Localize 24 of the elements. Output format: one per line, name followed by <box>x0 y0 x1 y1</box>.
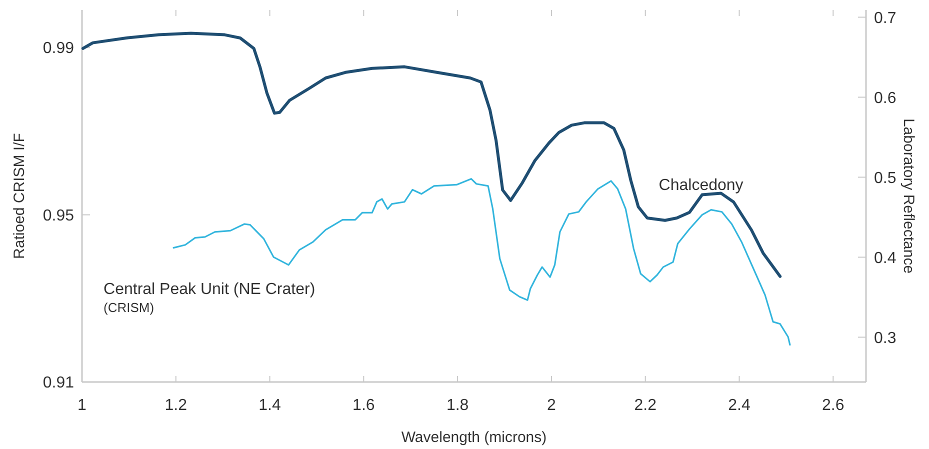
series-label: Chalcedony <box>658 177 744 194</box>
x-tick-label: 1.4 <box>258 397 282 414</box>
y2-axis-title: Laboratory Reflectance <box>900 118 917 274</box>
annotation: (CRISM) <box>104 300 154 315</box>
y2-tick-label: 0.3 <box>874 330 896 347</box>
x-tick-label: 1.6 <box>352 397 375 414</box>
y-axis-title: Ratioed CRISM I/F <box>11 133 28 259</box>
x-tick-label: 2.2 <box>634 397 657 414</box>
x-axis-title: Wavelength (microns) <box>401 429 547 446</box>
y2-tick-label: 0.5 <box>874 170 896 187</box>
x-tick-label: 2.6 <box>822 397 844 414</box>
line-series <box>81 32 782 278</box>
y2-tick-label: 0.7 <box>874 10 896 27</box>
y-tick-label: 0.99 <box>42 40 74 58</box>
x-tick-label: 1 <box>78 397 87 414</box>
y-tick-label: 0.91 <box>42 374 74 392</box>
x-tick-label: 1.2 <box>164 397 188 414</box>
y2-tick-label: 0.6 <box>874 90 896 107</box>
x-tick-label: 1.8 <box>446 397 469 414</box>
x-tick-label: 2 <box>547 397 556 414</box>
series-label: Central Peak Unit (NE Crater) <box>104 280 316 298</box>
x-tick-label: 2.4 <box>728 397 750 414</box>
y2-tick-label: 0.4 <box>874 250 896 267</box>
y-tick-label: 0.95 <box>42 207 74 224</box>
